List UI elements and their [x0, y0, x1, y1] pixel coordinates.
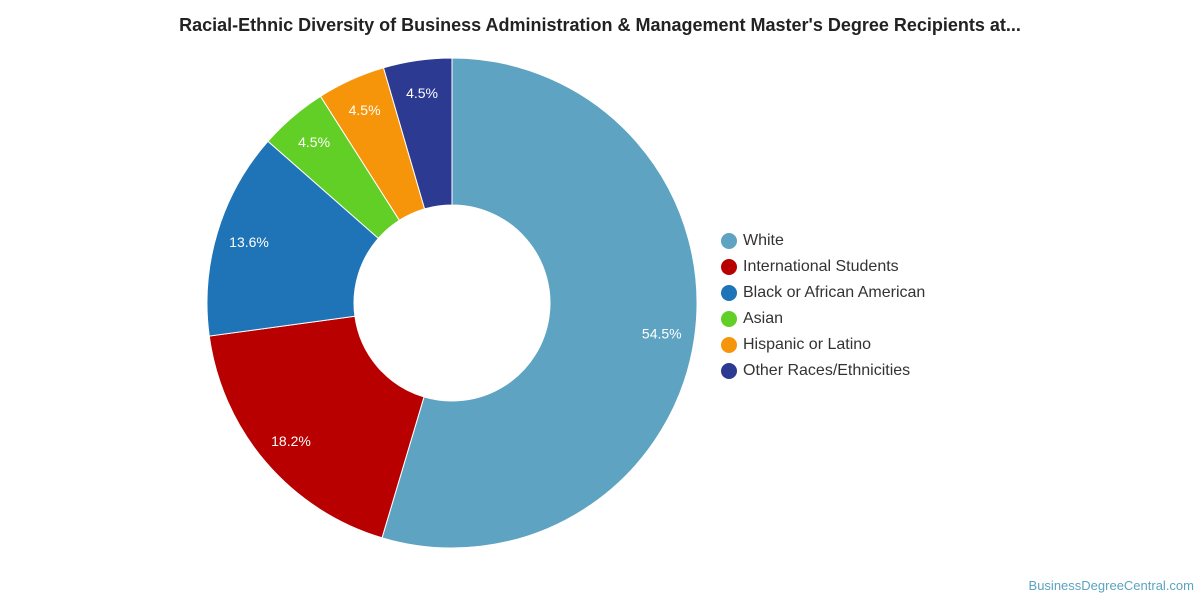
slice-label-international-students: 18.2%: [271, 433, 311, 449]
legend-label: Hispanic or Latino: [743, 336, 872, 353]
legend-label: Black or African American: [743, 284, 926, 301]
slice-label-asian: 4.5%: [298, 134, 330, 150]
slice-international-students[interactable]: [208, 315, 425, 539]
slice-label-white: 54.5%: [642, 326, 682, 342]
chart-title: Racial-Ethnic Diversity of Business Admi…: [179, 15, 1021, 35]
legend-label: Asian: [743, 310, 784, 327]
slice-label-black-or-african-american: 13.6%: [229, 234, 269, 250]
legend-label: White: [743, 232, 784, 249]
slice-other-races-ethnicities[interactable]: [382, 57, 453, 210]
legend-label: International Students: [743, 258, 899, 275]
slice-label-hispanic-or-latino: 4.5%: [349, 102, 381, 118]
legend-item-international-students[interactable]: International Students: [721, 254, 925, 280]
legend-label: Other Races/Ethnicities: [743, 362, 911, 379]
source-credit[interactable]: BusinessDegreeCentral.com: [1028, 578, 1194, 593]
slice-label-other-races-ethnicities: 4.5%: [406, 85, 438, 101]
slice-white[interactable]: [381, 57, 698, 549]
slice-black-or-african-american[interactable]: [206, 140, 380, 337]
legend-item-black-or-african-american[interactable]: Black or African American: [721, 280, 925, 306]
legend-swatch: [721, 259, 737, 275]
legend-item-asian[interactable]: Asian: [721, 306, 925, 332]
legend-swatch: [721, 285, 737, 301]
legend-item-other-races-ethnicities[interactable]: Other Races/Ethnicities: [721, 358, 925, 384]
legend-swatch: [721, 337, 737, 353]
legend-item-white[interactable]: White: [721, 228, 925, 254]
legend-swatch: [721, 233, 737, 249]
legend-swatch: [721, 363, 737, 379]
legend-swatch: [721, 311, 737, 327]
chart-legend: White International Students Black or Afri…: [721, 228, 925, 384]
legend-item-hispanic-or-latino[interactable]: Hispanic or Latino: [721, 332, 925, 358]
